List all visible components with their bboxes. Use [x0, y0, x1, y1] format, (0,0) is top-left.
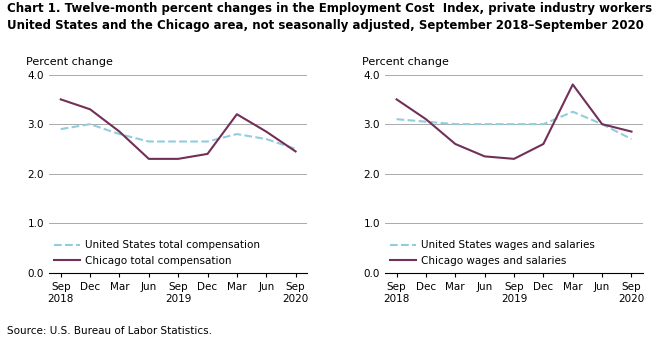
- Text: United States and the Chicago area, not seasonally adjusted, September 2018–Sept: United States and the Chicago area, not …: [7, 19, 643, 32]
- Legend: United States total compensation, Chicago total compensation: United States total compensation, Chicag…: [54, 240, 261, 266]
- United States total compensation: [57, 127, 65, 131]
- Chicago total compensation: [86, 107, 94, 111]
- United States total compensation: [204, 139, 212, 143]
- Chicago total compensation: [204, 152, 212, 156]
- Chicago total compensation: [145, 157, 153, 161]
- United States wages and salaries: [510, 122, 518, 126]
- Chicago wages and salaries: [510, 157, 518, 161]
- Chicago wages and salaries: [539, 142, 547, 146]
- United States total compensation: [263, 137, 270, 141]
- United States wages and salaries: [598, 122, 606, 126]
- United States total compensation: [86, 122, 94, 126]
- United States total compensation: [116, 132, 123, 136]
- United States wages and salaries: [539, 122, 547, 126]
- Text: Chart 1. Twelve-month percent changes in the Employment Cost  Index, private ind: Chart 1. Twelve-month percent changes in…: [7, 2, 653, 15]
- United States wages and salaries: [481, 122, 488, 126]
- Text: Percent change: Percent change: [25, 57, 112, 67]
- Text: Source: U.S. Bureau of Labor Statistics.: Source: U.S. Bureau of Labor Statistics.: [7, 326, 212, 336]
- Chicago total compensation: [174, 157, 182, 161]
- United States total compensation: [233, 132, 241, 136]
- Text: Percent change: Percent change: [362, 57, 449, 67]
- Chicago total compensation: [233, 112, 241, 116]
- Line: United States total compensation: United States total compensation: [61, 124, 296, 149]
- United States total compensation: [174, 139, 182, 143]
- Chicago wages and salaries: [392, 97, 400, 101]
- United States wages and salaries: [569, 110, 577, 114]
- Chicago wages and salaries: [598, 122, 606, 126]
- United States wages and salaries: [628, 137, 635, 141]
- Chicago wages and salaries: [628, 129, 635, 134]
- Line: Chicago wages and salaries: Chicago wages and salaries: [396, 84, 631, 159]
- United States wages and salaries: [451, 122, 459, 126]
- Chicago total compensation: [116, 129, 123, 134]
- Chicago total compensation: [292, 149, 300, 154]
- Line: Chicago total compensation: Chicago total compensation: [61, 99, 296, 159]
- Chicago wages and salaries: [422, 117, 430, 121]
- United States total compensation: [145, 139, 153, 143]
- United States wages and salaries: [422, 120, 430, 124]
- Line: United States wages and salaries: United States wages and salaries: [396, 112, 631, 139]
- Chicago wages and salaries: [481, 154, 488, 158]
- United States total compensation: [292, 147, 300, 151]
- Chicago total compensation: [57, 97, 65, 101]
- Chicago wages and salaries: [451, 142, 459, 146]
- United States wages and salaries: [392, 117, 400, 121]
- Legend: United States wages and salaries, Chicago wages and salaries: United States wages and salaries, Chicag…: [390, 240, 595, 266]
- Chicago total compensation: [263, 129, 270, 134]
- Chicago wages and salaries: [569, 82, 577, 86]
